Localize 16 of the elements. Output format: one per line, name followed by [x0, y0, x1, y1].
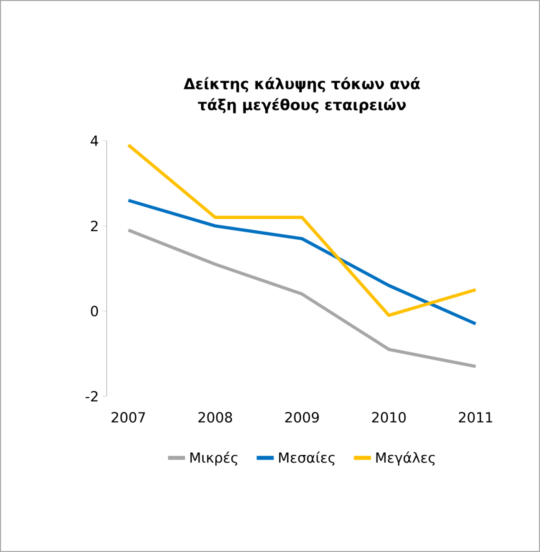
x-tick-label: 2011 [458, 412, 492, 423]
legend-label: Μικρές [190, 452, 238, 466]
x-tick-label: 2009 [285, 412, 319, 423]
legend-label: Μεγάλες [376, 452, 435, 466]
legend-label: Μεσαίες [279, 452, 335, 466]
x-tick-label: 2008 [198, 412, 232, 423]
line-series [126, 143, 478, 317]
y-tick-label: 2 [91, 220, 98, 232]
chart-title: Δείκτης κάλυψης τόκων ανά τάξη μεγέθους εταιρειών [184, 77, 420, 114]
y-tick-label: 4 [90, 136, 98, 146]
x-tick-label: 2010 [372, 412, 406, 423]
x-tick-label: 2007 [112, 412, 145, 423]
line-series [126, 228, 478, 368]
line-series [126, 198, 478, 326]
y-tick-label: -2 [86, 391, 98, 402]
y-tick-label: 0 [90, 306, 98, 316]
